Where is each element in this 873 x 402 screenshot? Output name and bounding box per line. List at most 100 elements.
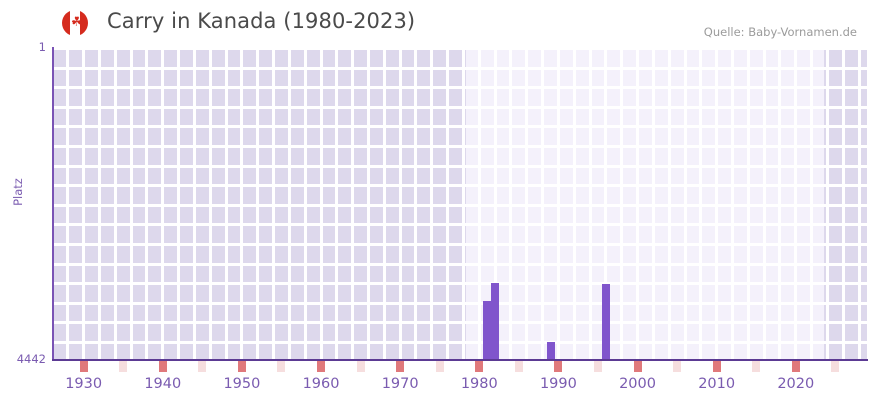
grid-line-vertical (414, 47, 418, 360)
tick-major-1940 (158, 361, 167, 372)
bar-1989[interactable] (546, 342, 555, 360)
grid-line-vertical (556, 47, 560, 360)
grid-line-vertical (525, 47, 529, 360)
x-axis-label-2010: 2010 (698, 376, 736, 392)
x-axis-line (52, 359, 868, 361)
grid-line-horizontal (52, 203, 867, 207)
tick-major-2010 (712, 361, 721, 372)
grid-line-vertical (66, 47, 70, 360)
grid-line-vertical (825, 47, 829, 360)
grid-line-vertical (446, 47, 450, 360)
x-axis-label-1960: 1960 (302, 376, 340, 392)
tick-major-2020 (791, 361, 800, 372)
x-axis-label-2020: 2020 (777, 376, 815, 392)
x-axis-label-1980: 1980 (460, 376, 498, 392)
grid-line-horizontal (52, 66, 867, 70)
grid-line-vertical (509, 47, 513, 360)
grid-line-horizontal (52, 164, 867, 168)
y-axis-top-label: 1 (38, 40, 46, 54)
grid-line-vertical (730, 47, 734, 360)
grid-line-vertical (351, 47, 355, 360)
grid-line-vertical (367, 47, 370, 360)
tick-minor-1985 (514, 361, 523, 372)
tick-major-1980 (475, 361, 484, 372)
bar-1981[interactable] (483, 300, 492, 360)
grid-line-horizontal (52, 282, 867, 286)
tick-minor-2005 (673, 361, 682, 372)
canada-flag-icon: ☘ (62, 10, 88, 36)
x-axis-label-1940: 1940 (144, 376, 182, 392)
grid-line-vertical (667, 47, 671, 360)
grid-line-horizontal (52, 223, 867, 227)
grid-line-vertical (461, 47, 465, 360)
tick-minor-2015 (752, 361, 761, 372)
grid-line-vertical (240, 47, 244, 360)
grid-line-vertical (762, 47, 766, 360)
grid-line-vertical (224, 47, 228, 360)
tick-minor-1975 (435, 361, 444, 372)
tick-minor-1965 (356, 361, 365, 372)
tick-major-1950 (237, 361, 246, 372)
grid-line-vertical (256, 47, 260, 360)
grid-line-horizontal (52, 105, 867, 109)
tick-minor-1955 (277, 361, 286, 372)
tick-major-2000 (633, 361, 642, 372)
y-axis-title: Platz (11, 178, 25, 206)
tick-minor-1995 (593, 361, 602, 372)
grid-line-vertical (97, 47, 101, 360)
y-axis-bottom-label: 4442 (16, 352, 46, 366)
grid-line-vertical (430, 47, 434, 360)
grid-line-vertical (620, 47, 624, 360)
tick-minor-1945 (198, 361, 207, 372)
grid-line-vertical (477, 47, 481, 360)
grid-line-horizontal (52, 47, 867, 50)
x-axis-label-1970: 1970 (381, 376, 419, 392)
tick-minor-1935 (119, 361, 128, 372)
bar-1982[interactable] (491, 283, 500, 360)
grid-line-horizontal (52, 262, 867, 266)
grid-line-vertical (382, 47, 386, 360)
x-axis-label-1950: 1950 (223, 376, 261, 392)
grid-line-vertical (715, 47, 719, 360)
grid-line-vertical (588, 47, 592, 360)
grid-line-vertical (113, 47, 117, 360)
source-label: Quelle: Baby-Vornamen.de (703, 25, 857, 39)
x-axis-label-1930: 1930 (65, 376, 103, 392)
grid-line-vertical (82, 47, 86, 360)
flag-band-left (62, 10, 70, 36)
plot-area (52, 47, 867, 360)
grid-line-horizontal (52, 125, 867, 129)
flag-band-right (80, 10, 88, 36)
grid-line-vertical (335, 47, 339, 360)
grid-line-vertical (604, 47, 608, 360)
grid-line-horizontal (52, 243, 867, 246)
grid-line-vertical (857, 47, 861, 360)
y-axis-line (52, 47, 54, 361)
grid-line-vertical (794, 47, 798, 360)
x-axis-label-1990: 1990 (539, 376, 577, 392)
tick-major-1930 (79, 361, 88, 372)
grid-line-vertical (651, 47, 655, 360)
grid-line-vertical (778, 47, 782, 360)
bar-1996[interactable] (601, 284, 610, 360)
grid-line-vertical (129, 47, 133, 360)
grid-line-vertical (145, 47, 149, 360)
grid-line-horizontal (52, 321, 867, 325)
grid-line-vertical (683, 47, 687, 360)
tick-minor-2025 (831, 361, 840, 372)
tick-major-1970 (396, 361, 405, 372)
grid-line-vertical (493, 47, 497, 360)
grid-line-vertical (398, 47, 402, 360)
grid-line-horizontal (52, 145, 867, 148)
x-axis-label-2000: 2000 (619, 376, 656, 392)
grid-line-vertical (208, 47, 212, 360)
grid-line-vertical (161, 47, 165, 360)
maple-leaf-icon: ☘ (71, 15, 83, 30)
grid-line-vertical (192, 47, 196, 360)
grid-line-vertical (287, 47, 291, 360)
grid-line-vertical (841, 47, 845, 360)
grid-line-vertical (541, 47, 545, 360)
grid-line-vertical (746, 47, 750, 360)
grid-line-vertical (810, 47, 814, 360)
